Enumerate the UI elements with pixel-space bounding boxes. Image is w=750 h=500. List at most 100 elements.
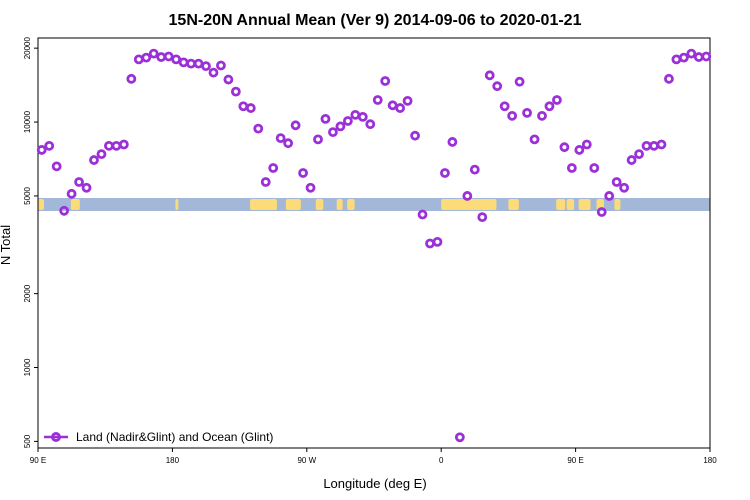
data-point [499,101,510,112]
data-point [313,134,323,145]
data-point [425,238,435,249]
legend-marker [51,432,61,442]
data-point [253,123,264,134]
data-point [581,139,592,150]
data-point [193,58,204,69]
data-point [626,155,637,165]
x-tick-label: 180 [166,456,180,465]
data-point [216,60,226,71]
data-point [522,107,532,118]
data-point [290,120,301,131]
land-segment [347,199,355,210]
data-point [484,70,495,81]
land-segment [614,199,621,210]
data-point [417,209,428,220]
data-point [104,140,114,151]
data-point [529,134,540,145]
land-segment [38,199,44,210]
data-point [156,52,167,62]
data-point [178,57,189,68]
data-point [298,168,308,178]
x-tick-label: 0 [439,456,444,465]
land-segment [70,199,80,210]
y-tick-label: 10000 [23,110,32,133]
data-point [260,177,271,187]
data-point [589,163,600,173]
land-segment [556,199,566,210]
x-axis-label: Longitude (deg E) [323,476,426,491]
data-point [141,52,152,63]
data-point [566,163,577,173]
y-tick-label: 20000 [23,36,32,59]
data-point [664,73,674,84]
data-point [432,236,443,247]
data-point [477,212,488,222]
land-segment [285,199,301,210]
data-point [469,164,480,175]
data-point [641,140,652,151]
data-point [552,95,562,105]
data-point [320,114,331,124]
land-segment [508,199,519,210]
data-point [454,432,465,443]
legend-label: Land (Nadir&Glint) and Ocean (Glint) [76,430,273,444]
data-point [350,109,361,120]
data-point [36,145,47,155]
data-point [619,182,630,193]
data-point [537,110,547,121]
land-segment [175,199,179,210]
data-point [649,140,659,151]
data-point [462,191,473,201]
data-point [342,116,353,126]
data-point [51,161,62,172]
data-point [395,103,406,113]
land-segment [578,199,591,210]
data-point [574,145,585,155]
data-point [335,121,346,132]
data-point [283,138,294,149]
data-point [701,51,712,62]
data-point [238,101,249,112]
data-point [671,54,682,65]
y-tick-label: 1000 [23,358,32,376]
data-point [223,74,234,85]
data-point [74,177,84,187]
y-tick-label: 5000 [23,186,32,204]
data-points [36,48,712,443]
data-point [171,54,182,65]
data-point [492,81,503,92]
land-segment [441,199,497,210]
data-point [544,101,555,112]
data-point [89,155,99,165]
data-point [245,103,256,113]
data-point [208,67,219,78]
data-point [81,182,92,193]
data-point [440,168,450,178]
data-point [44,140,55,151]
data-point [66,188,77,199]
data-point [507,110,518,121]
data-point [268,163,279,173]
data-point [387,100,398,111]
plot-frame [37,37,711,449]
chart-title: 15N-20N Annual Mean (Ver 9) 2014-09-06 t… [169,12,582,29]
y-axis-label: N Total [0,225,13,265]
legend: Land (Nadir&Glint) and Ocean (Glint) [44,430,273,444]
land-segment [566,199,575,210]
data-point [372,95,383,105]
data-point [447,137,458,147]
data-point [59,205,70,216]
data-point [596,207,607,217]
data-point [410,130,420,141]
data-point [96,149,107,160]
axes: 90 E 180 90 W 0 90 E 180 500 1000 2000 5000 10000 2… [23,36,717,465]
land-ocean-strip [38,198,710,211]
data-point [275,133,286,144]
data-point [656,139,667,150]
data-point [402,95,413,106]
x-tick-label: 180 [703,456,717,465]
data-point [230,86,241,97]
y-tick-label: 2000 [23,284,32,302]
x-tick-label: 90 E [567,456,583,465]
